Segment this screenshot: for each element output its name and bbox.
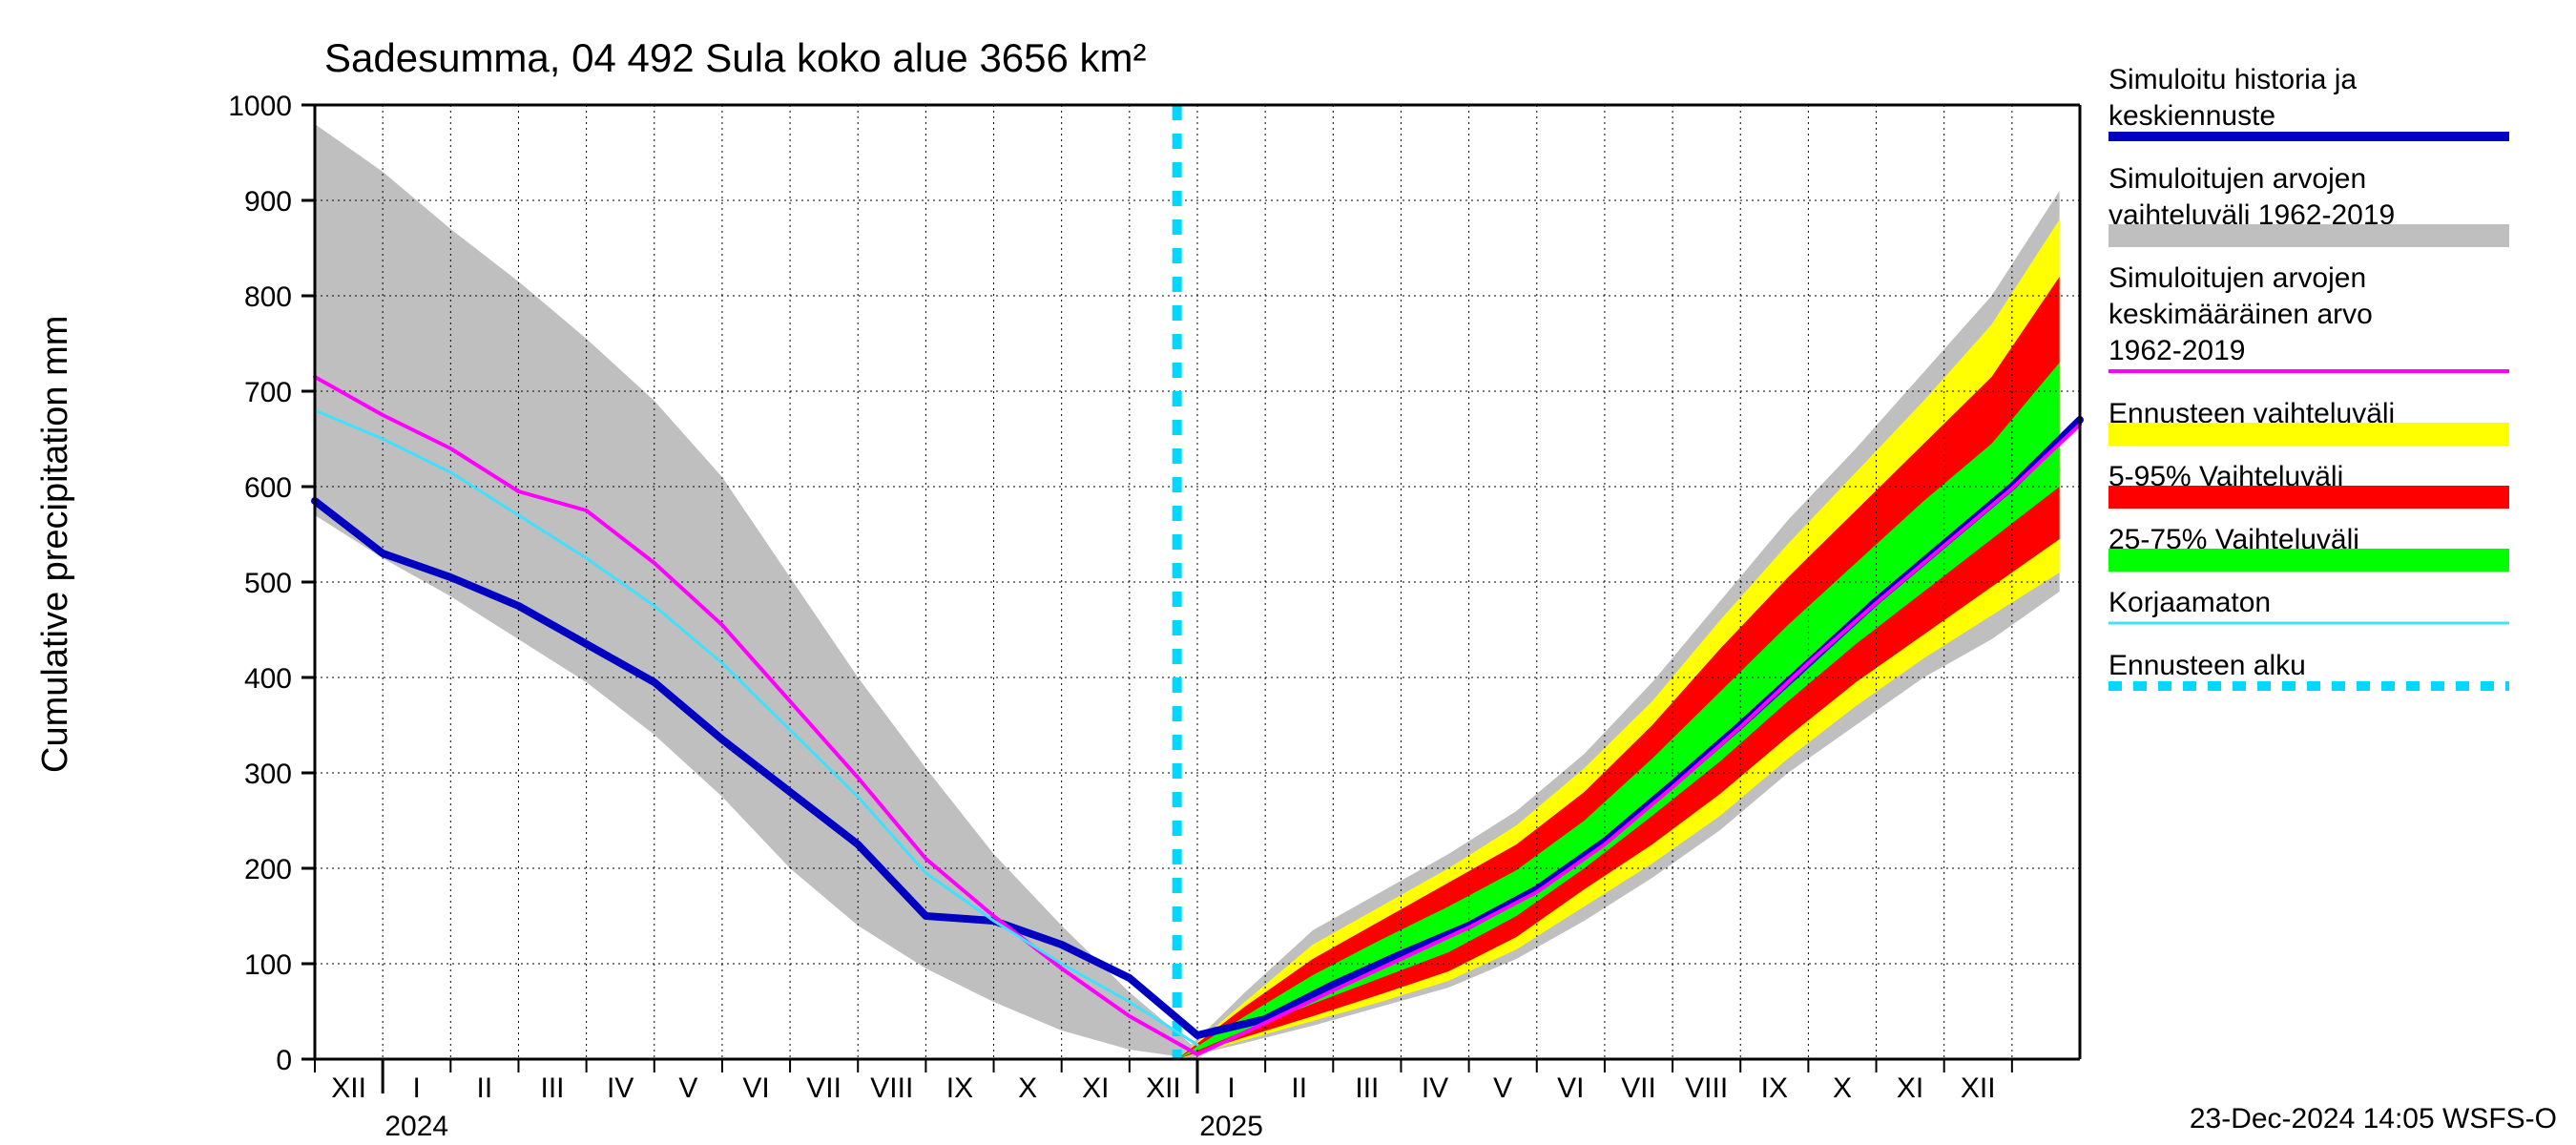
x-tick-label: II [1291,1072,1307,1104]
y-tick-label: 200 [244,854,292,885]
x-tick-label: V [678,1072,697,1104]
x-tick-label: XII [1146,1072,1181,1104]
x-tick-label: XI [1082,1072,1109,1104]
x-tick-label: VIII [870,1072,913,1104]
x-tick-label: VI [1557,1072,1584,1104]
y-tick-label: 400 [244,663,292,695]
x-tick-label: IX [1761,1072,1788,1104]
chart-svg: 01002003004005006007008009001000XIIIIIII… [0,0,2576,1145]
y-tick-label: 0 [276,1045,292,1076]
y-axis-label: Cumulative precipitation mm [35,316,75,773]
x-tick-label: XII [1961,1072,1996,1104]
legend-label: Simuloitujen arvojen [2109,163,2366,195]
x-tick-label: I [1227,1072,1235,1104]
x-tick-label: XI [1897,1072,1923,1104]
y-tick-label: 300 [244,759,292,790]
timestamp: 23-Dec-2024 14:05 WSFS-O [2190,1103,2557,1135]
x-tick-label: IV [1422,1072,1448,1104]
x-tick-label: VII [1621,1072,1656,1104]
x-tick-label: XII [331,1072,366,1104]
y-tick-label: 600 [244,472,292,504]
x-tick-label: IV [607,1072,634,1104]
chart-title: Sadesumma, 04 492 Sula koko alue 3656 km… [324,35,1147,80]
x-tick-label: VII [806,1072,841,1104]
legend-label: Korjaamaton [2109,587,2271,618]
year-label: 2024 [384,1111,448,1142]
y-tick-label: 700 [244,377,292,408]
year-label: 2025 [1199,1111,1263,1142]
x-tick-label: II [477,1072,493,1104]
legend-label: Ennusteen alku [2109,650,2306,681]
y-tick-label: 800 [244,281,292,313]
legend-label: Simuloitu historia ja [2109,64,2357,95]
legend-label: 1962-2019 [2109,335,2245,366]
x-tick-label: X [1018,1072,1037,1104]
chart-container: { "chart": { "type": "line-area", "title… [0,0,2576,1145]
x-tick-label: V [1493,1072,1512,1104]
legend-label: Simuloitujen arvojen [2109,262,2366,294]
y-tick-label: 900 [244,186,292,218]
x-tick-label: III [1355,1072,1379,1104]
legend-label: keskimääräinen arvo [2109,299,2373,330]
y-tick-label: 500 [244,568,292,599]
x-tick-label: X [1833,1072,1852,1104]
y-tick-label: 100 [244,949,292,981]
y-tick-label: 1000 [228,91,292,122]
x-tick-label: IX [946,1072,973,1104]
x-tick-label: VI [742,1072,769,1104]
legend-label: keskiennuste [2109,100,2275,132]
x-tick-label: VIII [1685,1072,1728,1104]
x-tick-label: III [541,1072,565,1104]
x-tick-label: I [413,1072,421,1104]
